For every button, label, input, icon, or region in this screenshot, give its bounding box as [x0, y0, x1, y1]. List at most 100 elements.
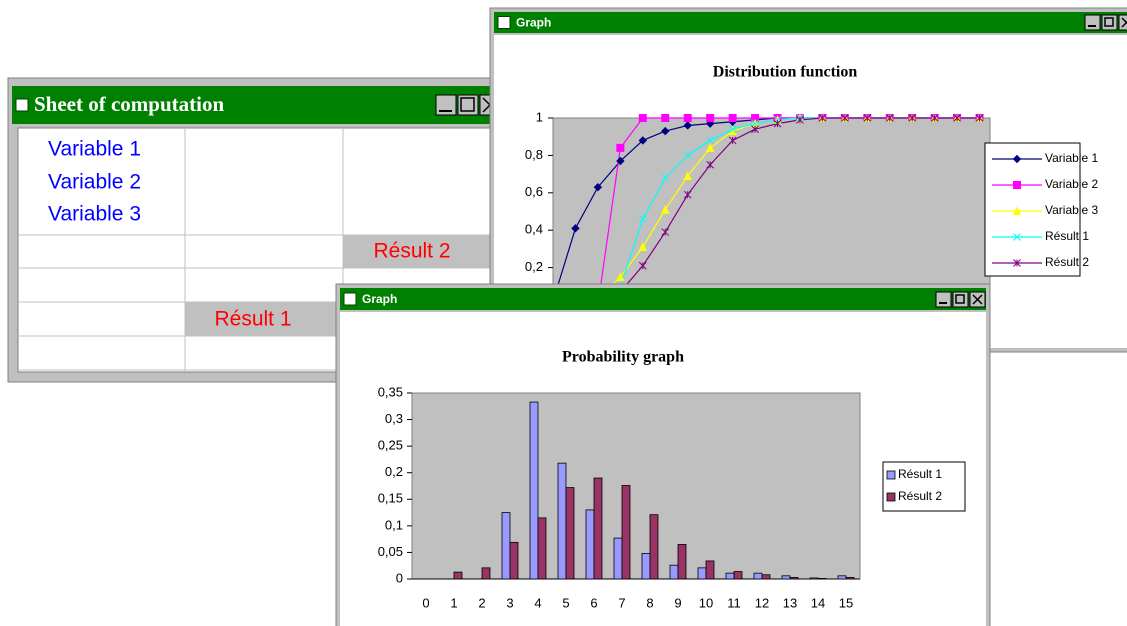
bar — [509, 541, 519, 580]
x-tick-label: 11 — [727, 595, 741, 610]
window-icon — [15, 98, 29, 112]
bar — [529, 401, 539, 580]
bar — [481, 567, 491, 580]
legend-label: Variable 3 — [1045, 203, 1098, 217]
y-tick-label: 1 — [536, 109, 543, 124]
legend-label: Résult 1 — [898, 467, 942, 481]
x-tick-label: 4 — [534, 595, 541, 610]
x-tick-label: 0 — [422, 595, 429, 610]
title-bar — [494, 12, 1127, 33]
button-glyph — [939, 302, 947, 304]
title-bar — [12, 86, 504, 124]
line-marker — [593, 182, 603, 192]
x-tick-label: 5 — [562, 595, 569, 610]
y-tick-label: 0,1 — [385, 517, 403, 532]
plot-area — [411, 392, 861, 580]
line-marker — [885, 114, 894, 122]
line-marker — [728, 136, 737, 145]
x-tick-label: 8 — [646, 595, 653, 610]
bar — [669, 564, 679, 580]
legend-label: Variable 2 — [1045, 177, 1098, 191]
bar — [761, 574, 771, 580]
y-tick-label: 0,15 — [378, 491, 403, 506]
bar — [817, 578, 827, 580]
x-tick-label: 7 — [618, 595, 625, 610]
bar — [501, 512, 511, 580]
minimize-button[interactable] — [935, 291, 952, 308]
line-marker — [683, 151, 692, 160]
line-marker — [975, 114, 984, 122]
line-marker — [953, 114, 961, 122]
x-tick-label: 12 — [755, 595, 769, 610]
cell-text: Résult 1 — [214, 308, 291, 331]
legend-label: Résult 2 — [1045, 255, 1089, 269]
x-tick-label: 3 — [506, 595, 513, 610]
legend — [984, 142, 1081, 277]
line-marker — [728, 114, 737, 122]
y-tick-label: 0,4 — [525, 222, 543, 237]
legend-swatch — [886, 492, 896, 502]
bar — [677, 544, 687, 580]
legend-label: Variable 1 — [1045, 151, 1098, 165]
bar — [565, 487, 575, 580]
bar — [585, 509, 595, 580]
line-marker — [660, 205, 670, 214]
line-marker — [616, 143, 625, 152]
bar — [789, 577, 799, 580]
bar — [593, 477, 603, 580]
bar — [621, 485, 631, 580]
bar — [845, 577, 855, 580]
button-glyph — [972, 294, 983, 305]
legend-label: Résult 2 — [898, 489, 942, 503]
y-tick-label: 0,2 — [525, 259, 543, 274]
chart-title: Distribution function — [713, 64, 858, 81]
maximize-button[interactable] — [457, 94, 479, 116]
line-marker — [728, 125, 737, 134]
line-marker — [1012, 206, 1022, 215]
line-marker — [661, 173, 670, 182]
legend-label: Résult 1 — [1045, 229, 1089, 243]
line-marker — [1013, 233, 1021, 241]
line-marker — [571, 224, 580, 233]
button-glyph — [460, 97, 475, 112]
line-marker — [706, 136, 715, 145]
cell-highlight — [185, 302, 343, 336]
legend-swatch — [886, 470, 896, 480]
x-tick-label: 15 — [839, 595, 853, 610]
bar — [697, 567, 707, 580]
line-marker — [683, 171, 693, 180]
line-marker — [773, 119, 782, 128]
bar — [453, 571, 463, 580]
x-tick-label: 10 — [699, 595, 713, 610]
line-marker — [1012, 154, 1022, 164]
line-marker — [840, 114, 849, 122]
line-marker — [773, 116, 782, 124]
y-tick-label: 0,2 — [385, 464, 403, 479]
bar — [537, 517, 547, 580]
cell-text: Variable 1 — [48, 138, 141, 161]
title-bar — [340, 288, 986, 310]
line-marker — [661, 114, 670, 122]
bar — [837, 575, 847, 580]
line-marker — [638, 136, 648, 145]
line-marker — [751, 125, 759, 134]
window-title: Graph — [516, 16, 551, 30]
bar — [733, 571, 743, 580]
line-marker — [818, 114, 827, 122]
y-tick-label: 0 — [396, 570, 403, 585]
line-marker — [930, 114, 939, 122]
y-tick-label: 0,05 — [378, 544, 403, 559]
cell-text: Résult 2 — [373, 240, 450, 263]
bar — [613, 537, 623, 580]
cell-text: Variable 3 — [48, 203, 141, 226]
x-tick-label: 13 — [783, 595, 797, 610]
y-tick-label: 0,25 — [378, 438, 403, 453]
button-glyph — [1088, 25, 1096, 27]
x-tick-label: 9 — [674, 595, 681, 610]
line-marker — [638, 215, 647, 223]
line-marker — [616, 156, 625, 166]
line-marker — [638, 114, 647, 122]
minimize-button[interactable] — [1084, 14, 1101, 31]
